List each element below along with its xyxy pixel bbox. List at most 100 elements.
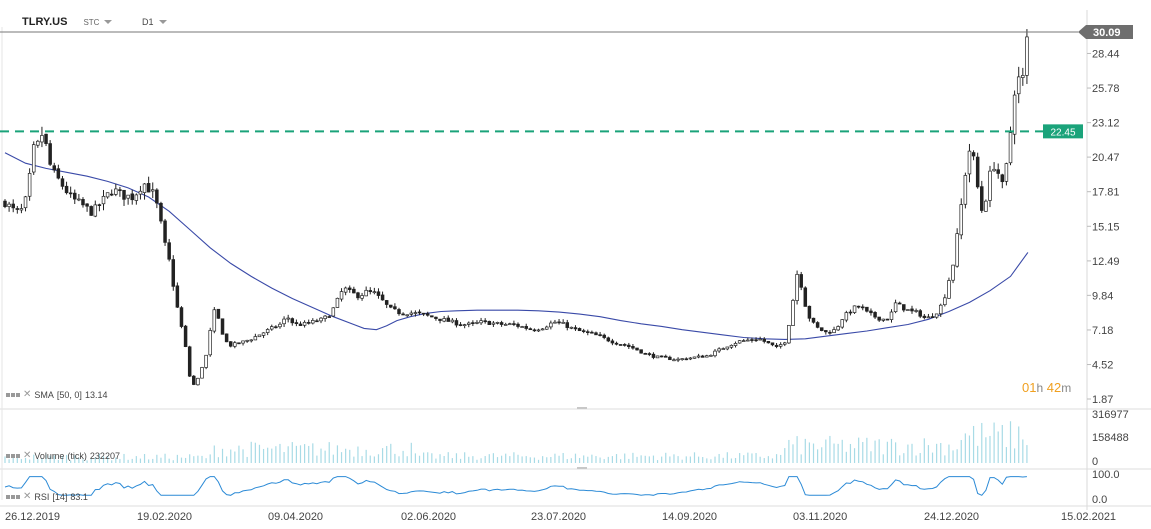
date-tick-label: 19.02.2020 xyxy=(137,511,192,523)
candle-body xyxy=(602,334,606,338)
candle-body xyxy=(1016,76,1021,95)
price-tick-label: 28.44 xyxy=(1092,48,1120,60)
candle-body xyxy=(906,309,910,311)
price-tick-label: 4.52 xyxy=(1092,360,1113,372)
candle-body xyxy=(327,316,331,318)
candle-body xyxy=(311,320,315,324)
candle-body xyxy=(249,339,253,342)
candle-body xyxy=(729,344,734,348)
date-tick-label: 02.06.2020 xyxy=(401,511,456,523)
timeframe-selector[interactable]: D1 xyxy=(142,13,167,31)
candle-body xyxy=(446,317,450,322)
candle-body xyxy=(413,312,418,314)
rsi-series-line xyxy=(4,476,1027,496)
candle-body xyxy=(85,203,89,207)
candle-body xyxy=(31,144,36,173)
candle-body xyxy=(737,340,742,344)
candle-body xyxy=(680,358,684,360)
candle-body xyxy=(750,339,754,341)
candle-body xyxy=(1012,94,1017,135)
candle-body xyxy=(343,287,348,293)
candle-body xyxy=(963,175,968,205)
candle-body xyxy=(996,169,1000,174)
indicator-settings-icon[interactable] xyxy=(6,495,20,499)
candle-body xyxy=(491,322,496,325)
candle-body xyxy=(175,285,180,308)
volume-indicator-label[interactable]: ✕ Volume (tick) 232207 xyxy=(6,450,120,462)
candle-body xyxy=(233,342,237,347)
price-tick-label: 15.15 xyxy=(1092,221,1120,233)
date-tick-label: 26.12.2019 xyxy=(5,511,60,523)
candle-body xyxy=(134,194,139,201)
candle-body xyxy=(647,353,652,355)
candle-body xyxy=(372,291,377,294)
candle-body xyxy=(368,290,373,292)
indicator-settings-icon[interactable] xyxy=(6,454,20,458)
close-icon[interactable]: ✕ xyxy=(23,389,32,400)
candle-body xyxy=(577,328,582,332)
candle-body xyxy=(975,156,980,188)
candle-body xyxy=(495,322,500,324)
candle-body xyxy=(442,318,446,322)
candle-body xyxy=(971,152,976,157)
candle-body xyxy=(824,330,828,333)
close-icon[interactable]: ✕ xyxy=(23,450,32,461)
candle-body xyxy=(778,344,783,347)
candle-body xyxy=(922,315,927,318)
candle-body xyxy=(684,358,689,361)
indicator-settings-icon[interactable] xyxy=(6,393,20,397)
candle-body xyxy=(503,324,508,326)
sma-value: 13.14 xyxy=(84,390,108,400)
candle-body xyxy=(967,150,972,175)
date-tick-label: 24.12.2020 xyxy=(924,511,979,523)
rsi-indicator-label[interactable]: ✕ RSI [14] 83.1 xyxy=(6,491,88,503)
candle-body xyxy=(516,323,520,327)
candle-body xyxy=(347,287,352,290)
candle-body xyxy=(938,304,943,315)
candle-body xyxy=(512,323,516,325)
symbol-label[interactable]: TLRY.US xyxy=(22,16,68,28)
candle-body xyxy=(955,233,959,267)
instrument-type-label[interactable]: STC xyxy=(83,17,100,27)
candle-body xyxy=(36,140,40,146)
candle-body xyxy=(68,192,73,195)
candle-body xyxy=(590,331,594,334)
candle-body xyxy=(155,189,159,204)
candle-body xyxy=(664,355,668,358)
sma-indicator-label[interactable]: ✕ SMA [50, 0] 13.14 xyxy=(6,389,107,401)
candle-body xyxy=(187,346,192,377)
candle-body xyxy=(56,168,61,179)
candle-body xyxy=(832,329,836,334)
candle-body xyxy=(97,204,102,206)
candle-body xyxy=(118,189,122,192)
close-icon[interactable]: ✕ xyxy=(23,491,32,502)
candle-body xyxy=(60,178,65,187)
candle-body xyxy=(770,342,775,346)
candle-body xyxy=(192,375,196,385)
candle-body xyxy=(114,188,118,195)
candle-body xyxy=(462,324,467,326)
candle-body xyxy=(573,327,578,330)
candle-body xyxy=(746,339,750,342)
candle-body xyxy=(208,330,212,356)
candle-body xyxy=(910,308,914,312)
candle-body xyxy=(947,280,951,299)
candle-body xyxy=(561,322,565,324)
candle-body xyxy=(499,322,504,325)
candle-body xyxy=(389,304,393,308)
chevron-down-icon[interactable] xyxy=(104,20,113,24)
candle-body xyxy=(425,313,430,316)
candle-body xyxy=(700,355,705,358)
timeframe-label[interactable]: D1 xyxy=(142,17,154,27)
candle-body xyxy=(438,318,442,321)
candle-body xyxy=(873,312,877,318)
candle-body xyxy=(622,344,627,346)
chevron-down-icon[interactable] xyxy=(158,20,167,24)
volume-value: 232207 xyxy=(89,451,120,461)
candle-body xyxy=(138,190,143,195)
candle-body xyxy=(339,291,344,300)
candle-body xyxy=(159,202,163,222)
candle-body xyxy=(951,264,955,281)
candle-body xyxy=(257,334,262,338)
